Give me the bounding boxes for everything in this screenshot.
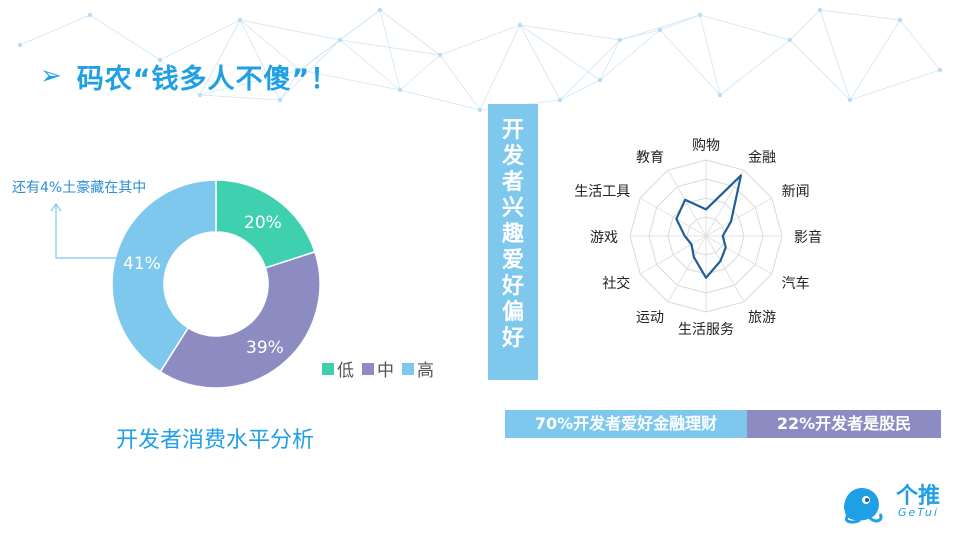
radar-label-8: 社交 (602, 276, 631, 292)
donut-segment-2 (111, 179, 217, 373)
donut-label-high: 41% (123, 254, 161, 274)
finance-stat-bar: 70%开发者爱好金融理财 (505, 410, 747, 438)
radar-spoke (705, 169, 745, 237)
radar-spoke (705, 197, 773, 237)
radar-label-10: 生活工具 (574, 184, 631, 200)
donut-legend: 低 中 高 (314, 356, 434, 381)
radar-label-5: 旅游 (748, 309, 776, 326)
radar-label-9: 游戏 (590, 230, 618, 246)
radar-spoke (639, 197, 707, 237)
radar-label-3: 影音 (794, 230, 822, 246)
page-title: ➢ 码农“钱多人不傻”！ (40, 56, 338, 96)
annotation-arrow-icon (50, 202, 62, 212)
radar-spoke (639, 235, 707, 275)
interest-heading-text: 开发者兴趣爱好偏好 (501, 118, 524, 351)
logo-text-en: GeTui (898, 506, 939, 519)
legend-label-mid: 中 (377, 361, 394, 381)
legend-swatch-mid (362, 362, 374, 375)
legend-swatch-high (402, 362, 414, 375)
radar-spoke (705, 235, 745, 303)
donut-label-mid: 39% (246, 338, 284, 358)
legend-swatch-low (322, 362, 334, 375)
radar-spoke (667, 235, 707, 303)
stock-stat-bar: 22%开发者是股民 (747, 410, 941, 438)
radar-label-11: 教育 (636, 150, 664, 167)
donut-label-low: 20% (244, 213, 282, 233)
donut-segment-0 (215, 179, 316, 269)
arrow-bullet-icon: ➢ (40, 61, 63, 91)
donut-annotation: 还有4%土豪藏在其中 (12, 180, 147, 196)
radar-label-0: 购物 (692, 138, 720, 154)
interest-heading-bar: 开发者兴趣爱好偏好 (488, 104, 538, 380)
radar-series-line (675, 174, 743, 279)
radar-spoke (667, 169, 707, 237)
radar-label-4: 汽车 (781, 276, 810, 292)
radar-spoke (705, 235, 773, 275)
donut-chart (50, 179, 321, 389)
logo-text-cn: 个推 (896, 484, 941, 509)
background-network-decoration (17, 7, 943, 113)
radar-label-2: 新闻 (781, 184, 810, 200)
radar-label-1: 金融 (748, 150, 776, 167)
getui-logo-icon (844, 488, 883, 524)
radar-label-6: 生活服务 (678, 322, 734, 338)
legend-label-low: 低 (337, 361, 354, 381)
radar-label-7: 运动 (636, 309, 664, 326)
donut-caption: 开发者消费水平分析 (115, 428, 314, 453)
radar-chart (629, 159, 783, 313)
annotation-leader-line (55, 205, 118, 259)
legend-label-high: 高 (417, 361, 434, 381)
donut-segment-1 (159, 250, 321, 389)
page-title-text: 码农“钱多人不傻”！ (76, 63, 339, 95)
